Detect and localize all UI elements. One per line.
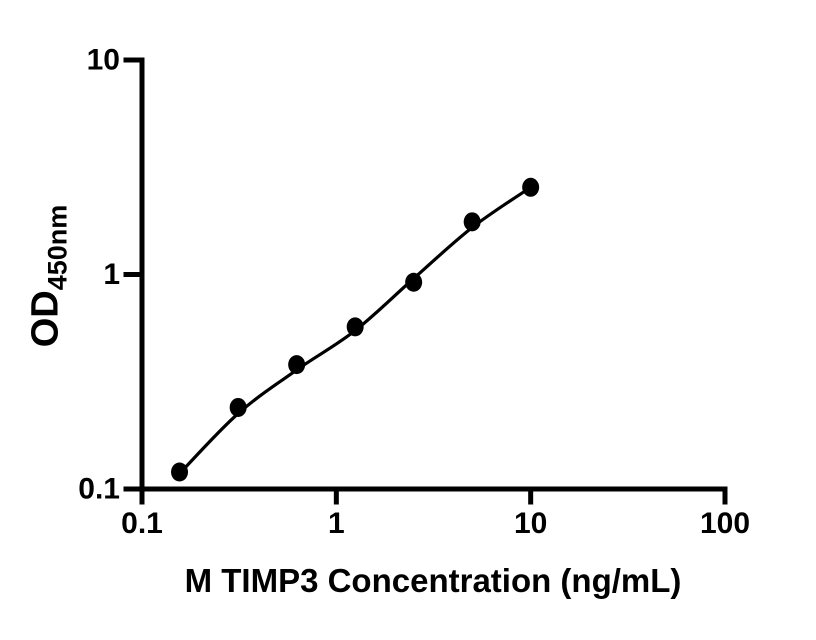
data-point [171, 462, 189, 482]
y-tick-label: 0.1 [78, 473, 120, 506]
x-tick-label: 100 [700, 507, 750, 540]
x-tick-label: 1 [328, 507, 345, 540]
data-point [229, 397, 247, 417]
data-point [288, 355, 306, 375]
x-tick-label: 10 [514, 507, 547, 540]
y-tick-label: 10 [87, 44, 120, 77]
axes [123, 57, 728, 505]
y-axis-title-wavelength-subscript: 450nm [42, 204, 73, 291]
y-axis-title-od: OD [24, 290, 67, 348]
data-points-group [171, 177, 540, 482]
x-tick-label: 0.1 [121, 507, 163, 540]
tick-labels-group: 0.1 1 10 0.1 1 10 100 [78, 44, 750, 541]
x-axis-title: M TIMP3 Concentration (ng/mL) [184, 562, 682, 599]
y-tick-label: 1 [103, 258, 120, 291]
data-point [405, 272, 423, 292]
data-point [346, 317, 364, 337]
y-axis-title: OD450nm [25, 205, 74, 348]
data-point [522, 177, 540, 197]
data-point [463, 212, 481, 232]
